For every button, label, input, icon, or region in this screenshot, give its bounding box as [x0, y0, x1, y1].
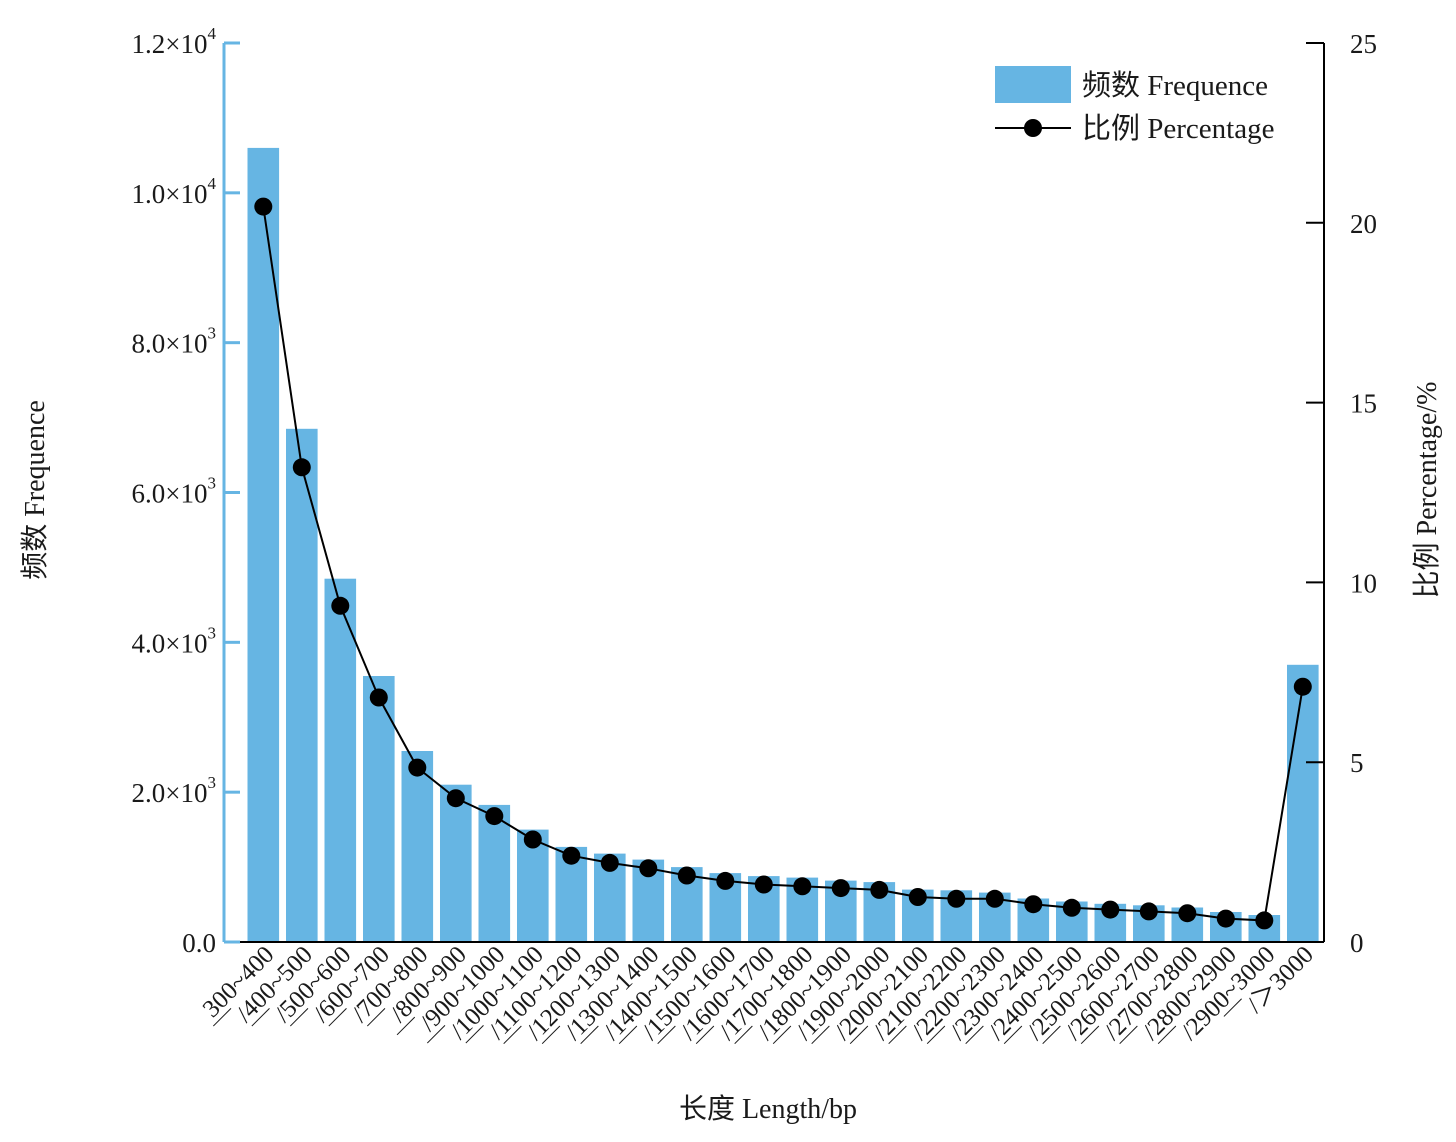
y2-tick-label: 20 [1350, 209, 1377, 239]
bar-900~1000 [478, 804, 511, 942]
y2-tick-label: 10 [1350, 568, 1377, 598]
point->3000 [1293, 677, 1312, 696]
line-series [254, 197, 1312, 930]
point-600~700 [369, 688, 388, 707]
y2-axis-title: 比例 Percentage/% [1411, 382, 1443, 599]
point-2500~2600 [1101, 900, 1120, 919]
bar-300~400 [247, 147, 280, 942]
x-category-labels: 300~400￣/400~500￣/500~600￣/600~700￣/700~… [198, 940, 1319, 1063]
point-500~600 [331, 596, 350, 615]
y-tick-label: 2.0×103 [132, 773, 216, 808]
point-1000~1100 [523, 830, 542, 849]
y-tick-label: 0.0 [182, 928, 216, 958]
point-2000~2100 [908, 888, 927, 906]
point-300~400 [254, 197, 273, 216]
legend-label-frequence: 频数 Frequence [1082, 69, 1268, 102]
y-tick-label: 1.0×104 [132, 174, 217, 209]
bar-700~800 [401, 751, 434, 942]
y2-tick-label: 15 [1350, 389, 1377, 419]
bar-400~500 [286, 428, 318, 942]
point-1900~2000 [870, 880, 889, 899]
point-2700~2800 [1178, 904, 1197, 923]
y2-tick-label: 5 [1350, 748, 1364, 778]
point-1600~1700 [754, 875, 773, 894]
point-2300~2400 [1024, 895, 1043, 914]
bar-500~600 [324, 578, 357, 942]
y-tick-label: 8.0×103 [132, 324, 216, 359]
y-tick-label: 1.2×104 [132, 24, 217, 59]
x-axis-title: 长度 Length/bp [679, 1093, 857, 1125]
y-axis-title: 频数 Frequence [19, 400, 51, 580]
point-1700~1800 [793, 877, 812, 896]
point-400~500 [292, 458, 311, 477]
axes: 0.0 2.0×103 4.0×103 6.0×103 8.0×103 1.0×104 1.… [132, 24, 1377, 958]
point-700~800 [408, 758, 427, 777]
bar->3000 [1287, 664, 1319, 942]
percentage-line [262, 206, 1304, 922]
y-tick-label: 6.0×103 [132, 474, 216, 509]
point-2100~2200 [947, 889, 966, 908]
y2-tick-label: 25 [1350, 29, 1377, 59]
legend-label-percentage: 比例 Percentage [1082, 112, 1274, 145]
point-1400~1500 [677, 866, 696, 885]
point-2400~2500 [1062, 898, 1081, 917]
bar-800~900 [440, 784, 472, 942]
y-tick-label: 4.0×103 [132, 623, 216, 658]
point-2600~2700 [1139, 902, 1158, 921]
legend: 频数 Frequence 比例 Percentage [995, 66, 1274, 145]
bar-series [247, 147, 1319, 942]
legend-swatch-percentage-marker [1024, 119, 1042, 137]
point-2200~2300 [985, 889, 1004, 908]
point-2900~3000 [1255, 911, 1274, 930]
point-1800~1900 [831, 879, 850, 898]
legend-swatch-frequence [995, 66, 1071, 103]
point-800~900 [446, 789, 465, 808]
point-1200~1300 [600, 853, 619, 872]
bar-600~700 [363, 676, 395, 942]
point-900~1000 [485, 807, 504, 826]
y2-tick-label: 0 [1350, 928, 1364, 958]
point-1300~1400 [639, 859, 658, 878]
point-2800~2900 [1216, 909, 1235, 928]
point-1500~1600 [716, 871, 735, 890]
point-1100~1200 [562, 846, 581, 865]
